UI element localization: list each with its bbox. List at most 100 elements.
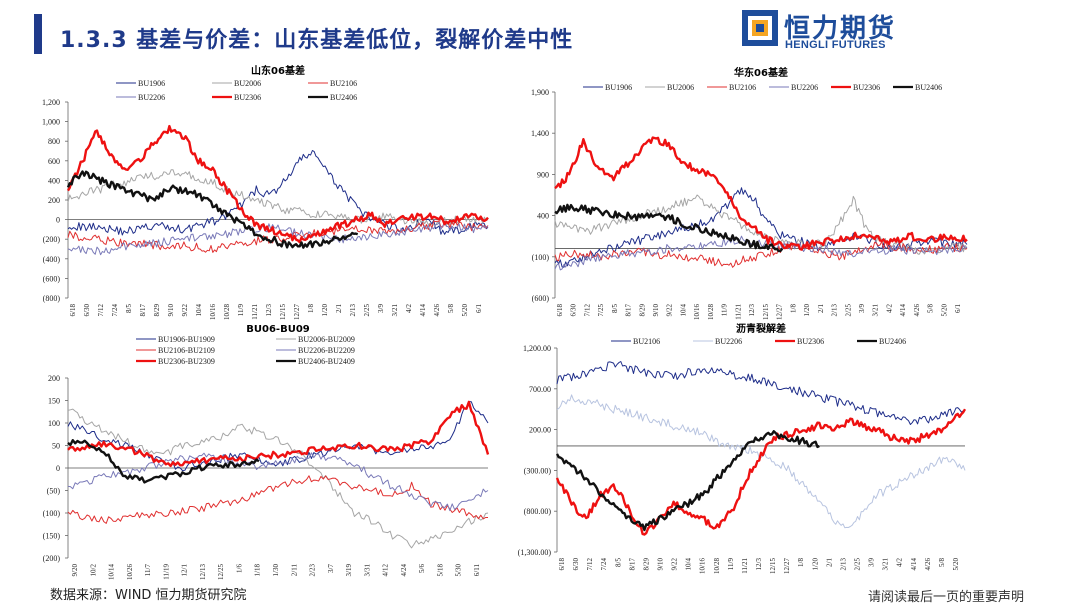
legend-label: BU2206-BU2209	[298, 346, 355, 355]
x-tick-label: 9/20	[71, 564, 79, 577]
x-tick-label: 8/29	[153, 304, 161, 317]
x-tick-label: 6/30	[83, 304, 91, 317]
x-tick-label: 12/3	[748, 304, 756, 317]
y-tick-label: (400)	[43, 255, 61, 264]
y-tick-label: (200)	[43, 235, 61, 244]
y-tick-label: 200	[48, 374, 60, 383]
y-tick-label: 1,200	[42, 98, 60, 107]
x-tick-label: 4/2	[885, 304, 893, 313]
x-tick-label: 2/11	[290, 564, 298, 577]
y-tick-label: 100	[48, 419, 60, 428]
x-tick-label: 10/14	[108, 564, 116, 580]
disclaimer-note: 请阅读最后一页的重要声明	[868, 590, 1025, 605]
x-tick-label: 10/26	[126, 564, 134, 580]
y-tick-label: 400	[537, 212, 549, 221]
x-tick-label: 2/25	[853, 558, 861, 571]
x-tick-label: 2/13	[831, 304, 839, 317]
y-tick-label: 200	[48, 196, 60, 205]
x-tick-label: 7/24	[111, 304, 119, 317]
x-tick-label: 11/9	[727, 558, 735, 571]
x-tick-label: 12/27	[776, 304, 784, 320]
x-tick-label: 8/17	[139, 304, 147, 317]
x-tick-label: 4/14	[910, 558, 918, 571]
series-line-bu2306	[555, 408, 967, 536]
x-tick-label: 5/20	[952, 558, 960, 571]
x-tick-label: 2/25	[844, 304, 852, 317]
legend-label: BU1906	[138, 79, 165, 88]
x-tick-label: 1/20	[803, 304, 811, 317]
chart-shandong: 山东06基差 1,200 1,000 800 600 400 200 0 (200) (400) (…	[0, 60, 500, 322]
x-tick-label: 3/9	[377, 304, 385, 313]
series-line-bu2006	[67, 169, 489, 227]
legend-label: BU2406	[879, 337, 906, 346]
legend-label: BU2306-BU2309	[158, 357, 215, 366]
x-tick-label: 7/25	[597, 304, 605, 317]
series-line-bu2406	[66, 170, 359, 249]
x-tick-label: 5/8	[447, 304, 455, 313]
x-tick-label: 1/18	[254, 564, 262, 577]
x-tick-label: 1/30	[272, 564, 280, 577]
chart-title: 山东06基差	[251, 64, 305, 77]
x-tick-label: 11/9	[237, 304, 245, 317]
y-tick-label: 400	[48, 176, 60, 185]
y-tick-label: (150)	[43, 532, 61, 541]
legend-label: BU1906	[605, 83, 632, 92]
legend-label: BU2406	[915, 83, 942, 92]
x-tick-label: 8/5	[614, 558, 622, 567]
x-tick-label: 10/28	[223, 304, 231, 320]
chart-title: 华东06基差	[734, 66, 788, 79]
x-tick-label: 10/28	[707, 304, 715, 320]
x-tick-label: 1/8	[307, 304, 315, 313]
x-tick-label: 3/21	[872, 304, 880, 317]
x-tick-label: 12/15	[769, 558, 777, 574]
series-line-bu2306-bu2309	[67, 400, 490, 468]
x-tick-label: 10/4	[679, 304, 687, 317]
y-tick-label: 0	[56, 464, 60, 473]
chart-spread-0609-svg: BU06-BU09 200 150 100 50 0 (50) (100) (150) (200)…	[43, 324, 490, 580]
x-tick-label: 6/1	[475, 304, 483, 313]
x-tick-label: 8/5	[611, 304, 619, 313]
series-line-bu2406	[554, 203, 784, 253]
source-note: 数据来源：WIND 恒力期货研究院	[50, 588, 247, 603]
chart-crack-spread: 沥青裂解差 1,200.00 700.00 200.00 (300.00) (800.00…	[505, 320, 985, 582]
y-tick-label: 50	[52, 442, 60, 451]
x-tick-label: 11/19	[162, 564, 170, 580]
x-tick-label: 11/21	[251, 304, 259, 320]
x-tick-label: 2/25	[363, 304, 371, 317]
x-tick-label: 2/1	[825, 558, 833, 567]
x-tick-label: 12/3	[755, 558, 763, 571]
legend-label: BU2006	[234, 79, 261, 88]
x-tick-label: 9/10	[652, 304, 660, 317]
chart-huadong-svg: 华东06基差 1,900 1,400 900 400 (100) (600) 6/18 6/30…	[531, 66, 968, 320]
series-line-bu2406-bu2409	[67, 439, 260, 484]
x-tick-label: 4/12	[382, 564, 390, 577]
x-tick-label: 2/23	[309, 564, 317, 577]
x-tick-label: 8/17	[628, 558, 636, 571]
title-accent-bar	[34, 14, 42, 54]
y-tick-label: (800.00)	[524, 507, 552, 516]
x-tick-label: 5/20	[940, 304, 948, 317]
x-tick-label: 11/21	[734, 304, 742, 320]
legend-label: BU2106	[729, 83, 756, 92]
series-line-bu2406	[555, 430, 820, 532]
x-tick-label: 4/26	[433, 304, 441, 317]
x-tick-label: 3/21	[391, 304, 399, 317]
logo-mark-icon	[742, 10, 778, 46]
x-tick-label: 3/9	[858, 304, 866, 313]
y-tick-label: 600	[48, 157, 60, 166]
x-tick-label: 6/18	[556, 304, 564, 317]
y-tick-label: 1,400	[531, 129, 549, 138]
x-tick-label: 1/8	[797, 558, 805, 567]
x-tick-label: 7/24	[600, 558, 608, 571]
series-line-bu2106-bu2109	[67, 475, 488, 524]
series-line-bu1906	[554, 187, 968, 268]
x-tick-label: 3/7	[327, 564, 335, 573]
x-tick-label: 12/15	[762, 304, 770, 320]
series-line-bu2306	[554, 136, 968, 251]
y-tick-label: (600)	[532, 294, 550, 303]
y-tick-label: 1,000	[42, 118, 60, 127]
company-logo: 恒力期货 HENGLI FUTURES	[742, 8, 912, 54]
legend-label: BU2206	[791, 83, 818, 92]
y-tick-label: 1,900	[531, 88, 549, 97]
series-line-bu2006-bu2009	[67, 408, 489, 549]
